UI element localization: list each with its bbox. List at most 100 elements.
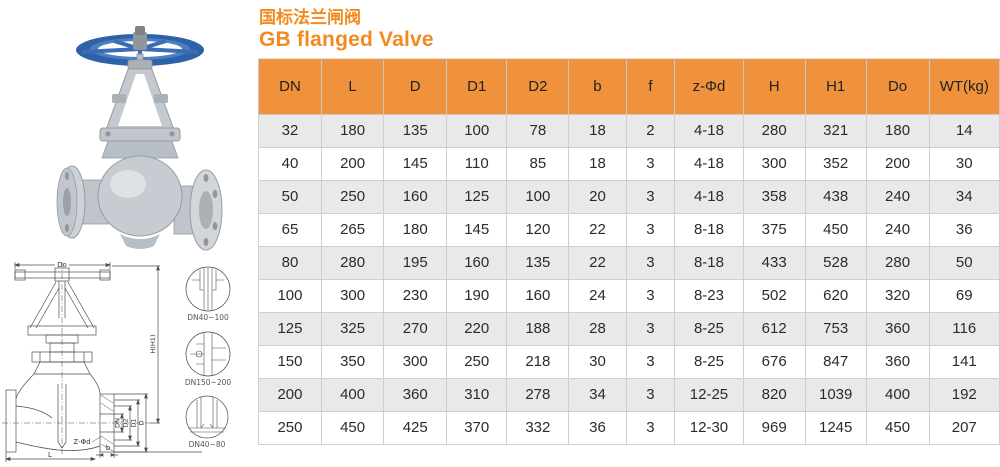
table-cell: 3 — [625, 179, 676, 214]
table-cell: 18 — [568, 146, 627, 181]
table-cell: 300 — [383, 344, 448, 379]
detail-circle-1: DN40~100 — [185, 266, 231, 322]
table-cell: 3 — [625, 146, 676, 181]
gate-valve-photo-graphic — [56, 26, 223, 251]
table-cell: 78 — [506, 113, 570, 148]
detail-caption: DN40~100 — [187, 313, 229, 322]
spec-table: DN L D D1 D2 b f z-Φd H H1 Do WT(kg) 32 180 135 100 78 1… — [258, 57, 1000, 445]
column-header-0: DN — [258, 57, 322, 115]
table-cell: 1245 — [804, 410, 867, 445]
table-cell: 116 — [928, 311, 1000, 346]
table-cell: 135 — [383, 113, 448, 148]
table-cell: 218 — [506, 344, 570, 379]
table-cell: 14 — [928, 113, 1000, 148]
table-cell: 4-18 — [674, 146, 744, 181]
table-cell: 280 — [742, 113, 806, 148]
table-cell: 220 — [446, 311, 508, 346]
dim-label-b: b — [106, 444, 111, 452]
table-cell: 300 — [742, 146, 806, 181]
table-cell: 320 — [865, 278, 930, 313]
column-header-1: L — [320, 57, 385, 115]
table-cell: 3 — [625, 410, 676, 445]
table-cell: 3 — [625, 245, 676, 280]
product-title-zh: 国标法兰闸阀 — [259, 8, 361, 27]
table-cell: 8-25 — [674, 311, 744, 346]
table-cell: 400 — [320, 377, 385, 412]
table-cell: 50 — [928, 245, 1000, 280]
table-cell: 270 — [383, 311, 448, 346]
table-cell: 160 — [506, 278, 570, 313]
table-cell: 135 — [506, 245, 570, 280]
table-cell: 3 — [625, 278, 676, 313]
table-cell: 8-23 — [674, 278, 744, 313]
table-cell: 18 — [568, 113, 627, 148]
column-header-5: b — [568, 57, 627, 115]
table-cell: 250 — [446, 344, 508, 379]
table-row: 65 265 180 145 120 22 3 8-18 375 450 240 36 — [258, 212, 1000, 247]
table-cell: 36 — [568, 410, 627, 445]
table-cell: 250 — [258, 410, 322, 445]
valve-section-drawing: Do — [2, 261, 232, 462]
detail-circle-2: DN150~200 — [185, 331, 232, 387]
table-cell: 100 — [506, 179, 570, 214]
table-cell: 36 — [928, 212, 1000, 247]
valve-yoke — [105, 53, 175, 131]
table-row: 200 400 360 310 278 34 3 12-25 820 1039 400 192 — [258, 377, 1000, 412]
table-row: 150 350 300 250 218 30 3 8-25 676 847 360 141 — [258, 344, 1000, 379]
dim-label-d: D — [138, 420, 146, 425]
table-cell: 195 — [383, 245, 448, 280]
table-cell: 12-30 — [674, 410, 744, 445]
table-cell: 85 — [506, 146, 570, 181]
dim-label-d2: D2 — [122, 418, 130, 427]
table-cell: 612 — [742, 311, 806, 346]
valve-photo — [42, 16, 238, 254]
column-header-4: D2 — [506, 57, 570, 115]
column-header-7: z-Φd — [674, 57, 744, 115]
detail-caption: DN150~200 — [185, 378, 232, 387]
table-cell: 8-18 — [674, 245, 744, 280]
table-cell: 3 — [625, 212, 676, 247]
table-cell: 32 — [258, 113, 322, 148]
valve-body — [56, 155, 223, 251]
table-row: 50 250 160 125 100 20 3 4-18 358 438 240 34 — [258, 179, 1000, 214]
table-cell: 188 — [506, 311, 570, 346]
table-cell: 50 — [258, 179, 322, 214]
detail-caption: DN40~80 — [189, 440, 226, 449]
table-cell: 370 — [446, 410, 508, 445]
table-cell: 280 — [320, 245, 385, 280]
table-cell: 180 — [320, 113, 385, 148]
column-header-8: H — [742, 57, 806, 115]
dim-label-h-h1: H(H1) — [149, 335, 157, 354]
table-cell: 4-18 — [674, 179, 744, 214]
table-cell: 190 — [446, 278, 508, 313]
table-row: 40 200 145 110 85 18 3 4-18 300 352 200 30 — [258, 146, 1000, 181]
table-cell: 34 — [568, 377, 627, 412]
table-cell: 360 — [865, 311, 930, 346]
column-header-11: WT(kg) — [928, 57, 1000, 115]
title-block: 国标法兰闸阀 GB flanged Valve — [259, 8, 1000, 52]
table-cell: 450 — [804, 212, 867, 247]
column-header-6: f — [625, 57, 676, 115]
table-cell: 3 — [625, 377, 676, 412]
table-cell: 240 — [865, 179, 930, 214]
table-cell: 265 — [320, 212, 385, 247]
table-cell: 200 — [865, 146, 930, 181]
table-cell: 425 — [383, 410, 448, 445]
table-cell: 200 — [320, 146, 385, 181]
table-cell: 20 — [568, 179, 627, 214]
dim-label-do: Do — [57, 261, 67, 269]
table-cell: 450 — [865, 410, 930, 445]
table-cell: 28 — [568, 311, 627, 346]
valve-bonnet — [99, 127, 181, 159]
table-cell: 1039 — [804, 377, 867, 412]
table-cell: 450 — [320, 410, 385, 445]
table-cell: 24 — [568, 278, 627, 313]
table-row: 32 180 135 100 78 18 2 4-18 280 321 180 14 — [258, 113, 1000, 148]
table-cell: 240 — [865, 212, 930, 247]
table-cell: 12-25 — [674, 377, 744, 412]
right-panel: 国标法兰闸阀 GB flanged Valve DN L D D1 D2 b f z-Φd H H… — [258, 0, 1000, 462]
table-cell: 180 — [383, 212, 448, 247]
table-cell: 250 — [320, 179, 385, 214]
table-cell: 360 — [865, 344, 930, 379]
table-cell: 125 — [446, 179, 508, 214]
